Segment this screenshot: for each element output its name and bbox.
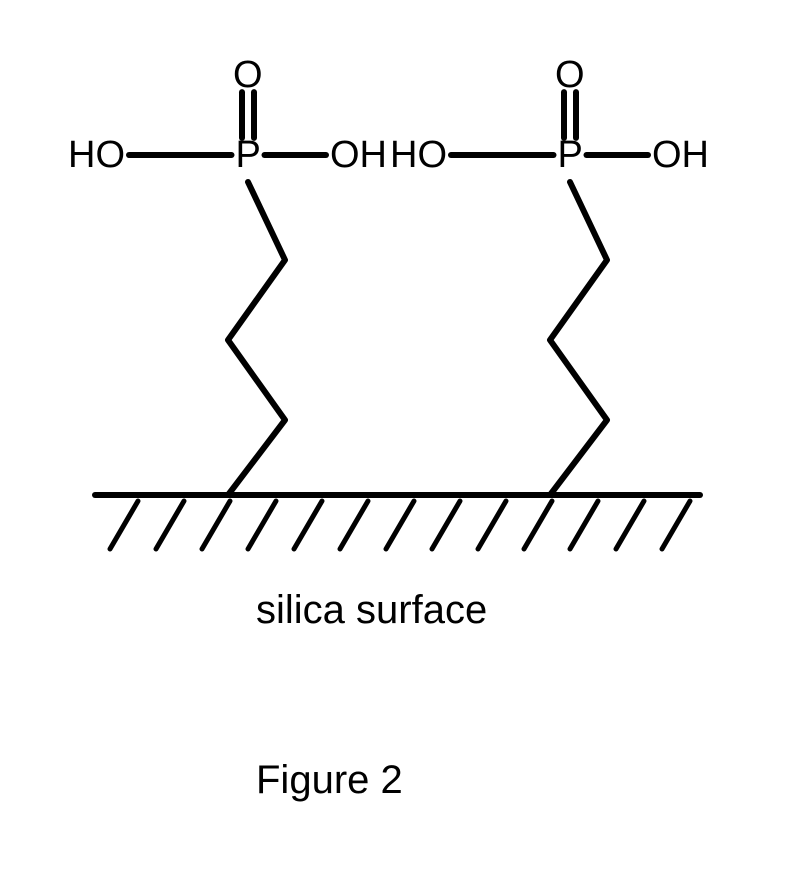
atom-O-1: O bbox=[555, 56, 585, 94]
atom-HO-1: HO bbox=[390, 136, 447, 174]
hatch-11 bbox=[616, 501, 644, 549]
hatch-2 bbox=[202, 501, 230, 549]
hatch-4 bbox=[294, 501, 322, 549]
atom-OH-1: OH bbox=[652, 136, 709, 174]
figure-label: Figure 2 bbox=[256, 760, 403, 800]
hatch-12 bbox=[662, 501, 690, 549]
carbon-chain-0 bbox=[228, 182, 285, 495]
atom-O-0: O bbox=[233, 56, 263, 94]
hatch-6 bbox=[386, 501, 414, 549]
atom-OH-0: OH bbox=[330, 136, 387, 174]
hatch-8 bbox=[478, 501, 506, 549]
hatch-10 bbox=[570, 501, 598, 549]
atom-HO-0: HO bbox=[68, 136, 125, 174]
carbon-chain-1 bbox=[550, 182, 607, 495]
atom-P-0: P bbox=[236, 136, 261, 174]
hatch-1 bbox=[156, 501, 184, 549]
hatch-3 bbox=[248, 501, 276, 549]
hatch-5 bbox=[340, 501, 368, 549]
atom-P-1: P bbox=[558, 136, 583, 174]
hatch-9 bbox=[524, 501, 552, 549]
figure-canvas: OPHOOHOPHOOHsilica surfaceFigure 2 bbox=[0, 0, 801, 891]
caption-silica-surface: silica surface bbox=[256, 590, 487, 630]
hatch-0 bbox=[110, 501, 138, 549]
hatch-7 bbox=[432, 501, 460, 549]
